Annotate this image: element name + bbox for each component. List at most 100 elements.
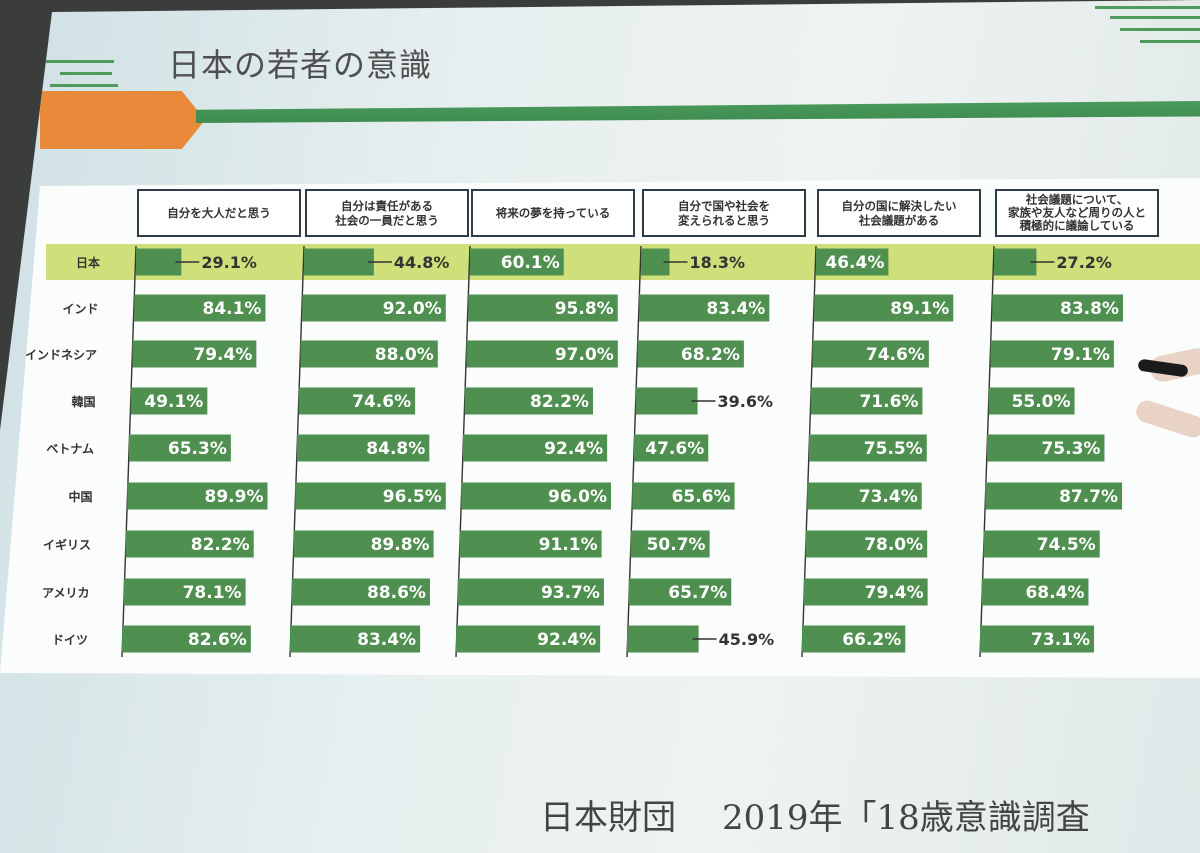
data-value-label: 68.4% [1025,583,1084,603]
data-bar [632,482,735,510]
data-value-label: 95.8% [555,299,614,319]
data-bar [459,530,602,558]
decor-line [1120,28,1200,31]
column-header-box [642,189,806,237]
data-bar [122,625,251,653]
data-value-label: 89.8% [371,535,430,555]
data-value-label: 74.5% [1037,535,1096,555]
data-value-label: 74.6% [352,392,411,412]
data-bar [990,340,1114,368]
country-label: 中国 [68,489,92,504]
data-bar [470,248,564,276]
data-bar [628,578,732,606]
data-bar [304,248,374,276]
data-value-label: 73.1% [1031,630,1090,650]
data-value-label: 92.4% [544,439,603,459]
column-header-box [817,189,981,237]
data-value-label: 55.0% [1012,392,1071,412]
data-value-label: 89.1% [890,299,949,319]
title-band-decor [196,101,1200,123]
data-value-label: 83.4% [357,630,416,650]
data-bar [639,294,770,322]
data-bar [627,625,699,653]
data-value-label: 93.7% [541,583,600,603]
data-value-label: 92.0% [383,299,442,319]
data-bar [300,340,438,368]
column-header-box [471,189,635,237]
column-header-line: 積極的に議論している [1019,219,1135,233]
title-arrow-decor [40,91,205,149]
slide-title: 日本の若者の意識 [168,46,433,84]
footer-survey: 2019年「18歳意識調査 [722,798,1090,838]
data-value-label: 83.8% [1060,299,1119,319]
data-bar [291,578,430,606]
country-label: インド [62,302,98,316]
data-bar [816,248,889,276]
column-header-line: 社会の一員だと思う [334,213,439,227]
country-label: 日本 [76,255,100,270]
data-bar [457,578,604,606]
data-bar [127,482,268,510]
data-bar [293,530,434,558]
data-value-label: 89.9% [205,487,264,507]
data-bar [129,434,231,462]
data-value-label: 68.2% [681,345,740,365]
country-label: インドネシア [25,348,97,362]
data-value-label: 91.1% [539,535,598,555]
data-value-label: 75.3% [1041,439,1100,459]
decor-line [60,72,112,75]
data-value-label: 66.2% [842,630,901,650]
column-header-line: 自分で国や社会を [678,199,770,213]
data-bar [295,482,446,510]
data-value-label: 65.6% [672,487,731,507]
data-value-label: 82.2% [530,392,589,412]
column-header-line: 将来の夢を持っている [496,206,610,220]
column-header-line: 家族や友人など周りの人と [1008,206,1146,220]
data-bar [812,340,929,368]
data-value-label: 71.6% [859,392,918,412]
data-bar [134,294,266,322]
data-value-label: 79.1% [1051,345,1110,365]
country-label: 韓国 [71,394,95,409]
data-value-label: 88.6% [367,583,426,603]
data-bar [136,248,182,276]
data-bar [637,340,744,368]
data-value-label: 75.5% [864,439,923,459]
data-value-label: 96.5% [383,487,442,507]
data-value-label: 45.9% [719,630,775,649]
data-value-label: 87.7% [1059,487,1118,507]
column-header-label: 自分は責任がある社会の一員だと思う [334,199,439,228]
data-value-label: 79.4% [865,583,924,603]
data-bar [805,530,928,558]
data-bar [132,340,257,368]
decor-line [1095,6,1200,9]
data-bar [130,387,208,415]
data-bar [456,625,601,653]
data-value-label: 96.0% [548,487,607,507]
data-bar [461,482,612,510]
data-value-label: 97.0% [555,345,614,365]
data-bar [466,340,618,368]
survey-bar-chart: 自分を大人だと思う 自分は責任がある社会の一員だと思う 将来の夢を持っている 自分で国… [25,189,1200,658]
data-value-label: 44.8% [394,253,450,272]
data-value-label: 60.1% [501,253,560,273]
data-bar [803,578,928,606]
column-header-box [995,189,1159,237]
data-value-label: 79.4% [193,345,252,365]
data-value-label: 92.4% [537,630,596,650]
data-value-label: 83.4% [706,299,765,319]
column-header-line: 自分を大人だと思う [167,206,271,220]
column-header-label: 自分で国や社会を変えられると思う [678,199,770,228]
column-header-line: 自分は責任がある [341,199,433,213]
country-label: イギリス [43,537,91,552]
data-bar [302,294,446,322]
chart-panel: 自分を大人だと思う 自分は責任がある社会の一員だと思う 将来の夢を持っている 自分で国… [0,178,1200,678]
data-bar [298,387,416,415]
data-value-label: 50.7% [647,535,706,555]
data-bar [125,530,254,558]
data-bar [468,294,618,322]
data-value-label: 74.6% [866,345,925,365]
country-label: ドイツ [52,633,88,647]
data-bar [290,625,421,653]
